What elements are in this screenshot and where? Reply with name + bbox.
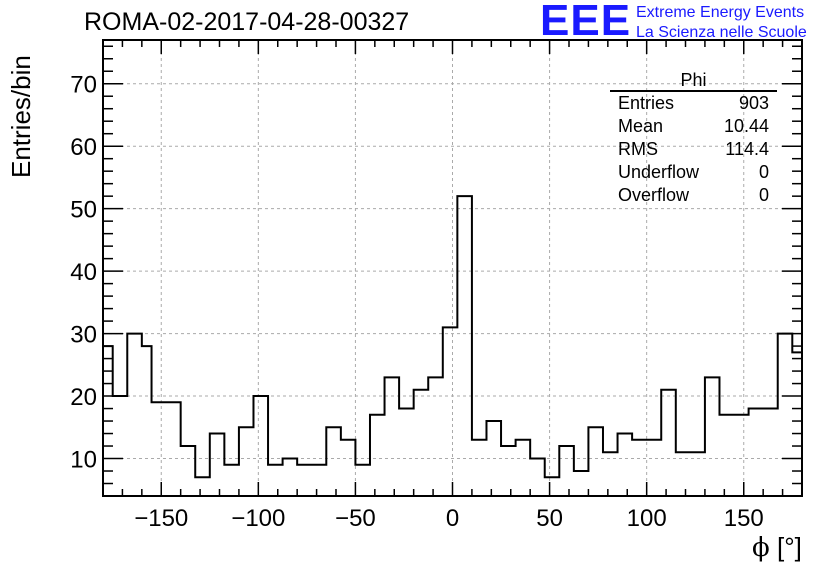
y-tick-label: 30: [70, 322, 97, 349]
axis-ticks: [103, 40, 802, 496]
logo-line-1: Extreme Energy Events: [636, 4, 805, 21]
y-tick-label: 10: [70, 447, 97, 474]
stats-value: 114.4: [725, 139, 769, 159]
x-axis-label: ϕ [°]: [752, 532, 802, 563]
y-axis-label: Entries/bin: [6, 55, 36, 178]
eee-logo: EEE: [540, 0, 632, 45]
stats-label: Overflow: [618, 185, 690, 205]
y-tick-label: 60: [70, 134, 97, 161]
stats-row-mean: Mean 10.44: [610, 115, 777, 138]
y-tick-label: 20: [70, 384, 97, 411]
x-tick-label: −100: [231, 505, 285, 532]
stats-value: 10.44: [723, 116, 769, 136]
histogram-outline: [102, 195, 803, 496]
x-tick-label: 50: [536, 505, 563, 532]
grid-lines: [103, 40, 802, 496]
stats-row-rms: RMS 114.4: [610, 138, 777, 161]
stats-title: Phi: [610, 70, 777, 92]
x-axis-unit: [°]: [776, 532, 802, 562]
stats-row-underflow: Underflow 0: [610, 161, 777, 184]
stats-label: Entries: [618, 93, 675, 113]
x-tick-label: 100: [627, 505, 667, 532]
tick-labels: −150 −100 −50 0 50 100 150 10 20 30 40 50 60 70: [70, 72, 763, 532]
x-tick-label: −50: [335, 505, 376, 532]
stats-label: RMS: [618, 139, 658, 159]
stats-row-overflow: Overflow 0: [610, 184, 777, 207]
logo-line-2: La Scienza nelle Scuole: [636, 24, 807, 41]
stats-label: Underflow: [618, 162, 700, 182]
logo-caption: Extreme Energy Events La Scienza nelle S…: [636, 3, 807, 43]
stats-box: Phi Entries 903 Mean 10.44 RMS 114.4 Und…: [610, 70, 777, 207]
y-tick-label: 40: [70, 259, 97, 286]
chart-title: ROMA-02-2017-04-28-00327: [84, 8, 410, 36]
x-tick-label: 0: [446, 505, 459, 532]
x-axis-symbol: ϕ: [752, 533, 770, 563]
x-tick-label: 150: [724, 505, 764, 532]
stats-value: 0: [758, 185, 769, 205]
stats-label: Mean: [618, 116, 664, 136]
y-tick-label: 50: [70, 197, 97, 224]
plot-frame: [102, 39, 803, 497]
y-tick-label: 70: [70, 72, 97, 99]
stats-row-entries: Entries 903: [610, 92, 777, 115]
stats-value: 903: [738, 93, 769, 113]
stats-value: 0: [758, 162, 769, 182]
x-tick-label: −150: [134, 505, 188, 532]
